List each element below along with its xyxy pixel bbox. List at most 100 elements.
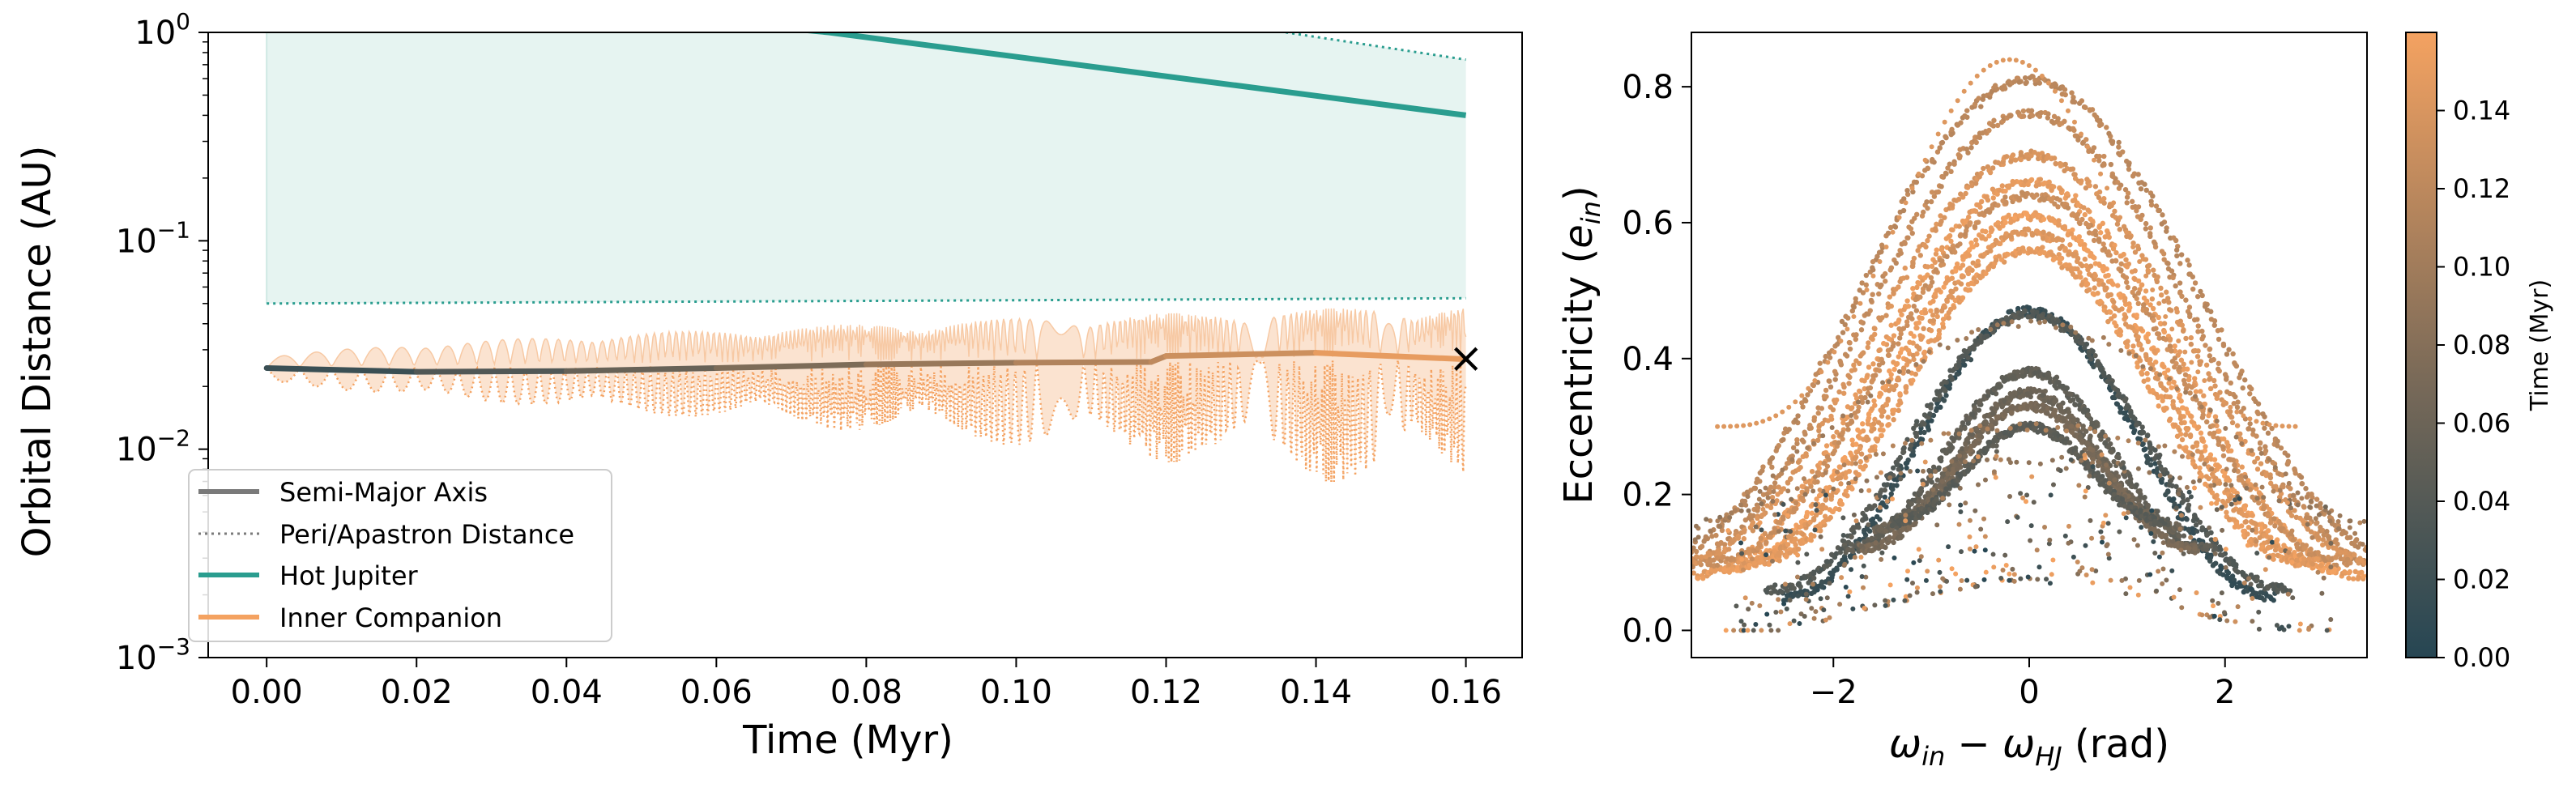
ecc-point (2066, 252, 2071, 258)
ecc-point (2177, 427, 2182, 433)
ecc-point (2348, 560, 2353, 566)
ecc-point (1853, 441, 1859, 447)
ecc-point (1986, 233, 1992, 239)
ecc-point (1660, 560, 1665, 564)
ecc-point (2038, 313, 2045, 319)
ecc-point (2025, 213, 2031, 219)
ecc-point (1794, 530, 1800, 535)
ecc-point (1949, 275, 1955, 281)
ecc-point (1741, 536, 1747, 542)
ecc-point (1931, 194, 1938, 199)
ecc-point (2186, 508, 2191, 513)
ecc-point (1897, 398, 1903, 404)
ecc-point (1892, 224, 1899, 230)
ecc-point (1921, 429, 1927, 436)
left-x-tick-label: 0.14 (1280, 674, 1352, 711)
ecc-point (2230, 351, 2236, 357)
ecc-point (2348, 534, 2353, 540)
ecc-point (2342, 569, 2348, 575)
ecc-point (1879, 500, 1886, 506)
ecc-point (2100, 266, 2105, 272)
ecc-point (2113, 258, 2119, 263)
ecc-point (2164, 470, 2170, 476)
ecc-point (2267, 475, 2274, 481)
ecc-point (1858, 451, 1865, 457)
ecc-point (2303, 486, 2309, 492)
ecc-point (2183, 335, 2189, 342)
ecc-point (1811, 575, 1817, 581)
ecc-point (2159, 221, 2164, 227)
ecc-point (2175, 352, 2181, 358)
ecc-point (2269, 425, 2275, 432)
ecc-point (1917, 253, 1923, 258)
ecc-point (2041, 236, 2046, 241)
ecc-point (1805, 392, 1810, 398)
ecc-point (1879, 413, 1885, 419)
ecc-point (2320, 537, 2327, 543)
ecc-point (1914, 343, 1920, 349)
ecc-point (2243, 512, 2249, 518)
ecc-point (1791, 547, 1797, 553)
ecc-point (2078, 275, 2083, 280)
ecc-point (2195, 348, 2201, 354)
ecc-point (2347, 568, 2352, 575)
ecc-point (2275, 552, 2280, 558)
ecc-point (2041, 229, 2046, 235)
ecc-point (2259, 544, 2266, 550)
ecc-point (1853, 332, 1859, 338)
ecc-point (2111, 299, 2117, 305)
ecc-point (2072, 133, 2079, 138)
ecc-point (2167, 394, 2173, 400)
ecc-point (2190, 274, 2196, 280)
ecc-point (1850, 548, 1856, 555)
ecc-point (1684, 562, 1689, 567)
ecc-point (1811, 533, 1817, 539)
ecc-point (2205, 531, 2211, 537)
ecc-point (2389, 568, 2394, 573)
ecc-point (2166, 380, 2172, 386)
ecc-point (2062, 87, 2068, 92)
ecc-point (1998, 257, 2005, 262)
ecc-point (1910, 286, 1916, 292)
ecc-point (1815, 479, 1820, 485)
ecc-point (1799, 400, 1805, 406)
ecc-point (1910, 340, 1916, 346)
ecc-point (1990, 410, 1996, 416)
ecc-point (1764, 491, 1770, 497)
ecc-point (1897, 391, 1903, 397)
ecc-point (1793, 542, 1798, 548)
ecc-point (2156, 331, 2162, 337)
ecc-point (1986, 127, 1992, 134)
ecc-point (2144, 370, 2150, 377)
ecc-point (2101, 196, 2107, 202)
ecc-point (1953, 286, 1959, 292)
ecc-point (1978, 339, 1984, 345)
ecc-point (2194, 442, 2200, 449)
ecc-point (2055, 204, 2061, 210)
ecc-point (1960, 419, 1966, 426)
ecc-point (1972, 405, 1978, 411)
ecc-point (2239, 464, 2245, 470)
ecc-point (2290, 537, 2297, 543)
ecc-point (2186, 313, 2193, 320)
ecc-point (1853, 296, 1858, 302)
ecc-point (2118, 405, 2123, 411)
inner-companion-semi-major-segment (413, 368, 569, 375)
ecc-point (1664, 559, 1669, 564)
ecc-point (1772, 480, 1778, 486)
ecc-point (1841, 384, 1847, 390)
ecc-point (2032, 194, 2038, 199)
ecc-point (2194, 448, 2201, 454)
ecc-point (2024, 190, 2030, 197)
ecc-point (2106, 130, 2112, 137)
ecc-point (1990, 195, 1996, 201)
ecc-point (1963, 219, 1968, 224)
ecc-point (1836, 389, 1842, 395)
ecc-point (1742, 498, 1748, 505)
ecc-point (2097, 230, 2104, 236)
ecc-point (1947, 292, 1954, 299)
ecc-point (2150, 193, 2156, 199)
ecc-point (2211, 377, 2217, 384)
ecc-point (2052, 81, 2058, 87)
ecc-point (1721, 554, 1726, 560)
